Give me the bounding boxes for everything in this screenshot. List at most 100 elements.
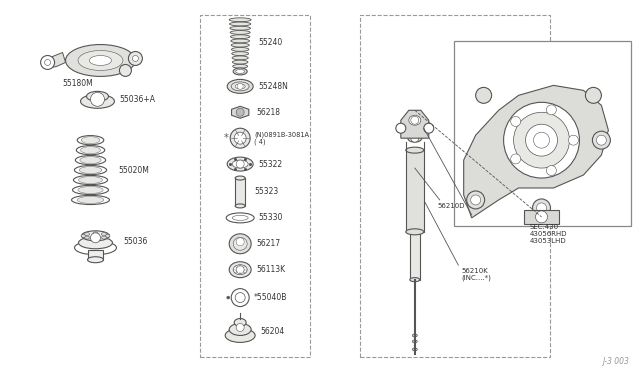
Polygon shape: [401, 110, 429, 138]
Ellipse shape: [77, 135, 104, 145]
Circle shape: [231, 289, 249, 307]
Ellipse shape: [76, 145, 105, 155]
Ellipse shape: [406, 147, 424, 153]
Bar: [406, 150, 424, 232]
Bar: [410, 230, 420, 280]
Circle shape: [513, 112, 570, 168]
Ellipse shape: [226, 213, 254, 223]
Ellipse shape: [230, 31, 250, 34]
Ellipse shape: [235, 84, 245, 89]
Ellipse shape: [227, 79, 253, 93]
Ellipse shape: [232, 160, 248, 168]
Circle shape: [411, 134, 419, 142]
Circle shape: [568, 135, 579, 145]
Ellipse shape: [86, 92, 108, 101]
Polygon shape: [45, 52, 65, 68]
Ellipse shape: [229, 324, 251, 336]
Ellipse shape: [235, 176, 245, 180]
Circle shape: [467, 191, 484, 209]
Circle shape: [547, 105, 556, 115]
Text: 56204: 56204: [260, 327, 284, 336]
Circle shape: [234, 132, 246, 144]
Text: (N)0891B-3081A
( 4): (N)0891B-3081A ( 4): [254, 131, 309, 145]
Ellipse shape: [65, 45, 136, 76]
Ellipse shape: [81, 234, 86, 237]
Ellipse shape: [74, 241, 116, 255]
Text: 55322: 55322: [258, 160, 282, 169]
Circle shape: [120, 64, 131, 76]
Ellipse shape: [84, 236, 90, 239]
Ellipse shape: [412, 334, 417, 337]
Ellipse shape: [79, 167, 102, 174]
Ellipse shape: [84, 232, 90, 235]
Circle shape: [586, 87, 602, 103]
Circle shape: [132, 55, 138, 61]
Circle shape: [525, 124, 557, 156]
Text: 55240: 55240: [258, 38, 282, 47]
Circle shape: [593, 131, 611, 149]
Ellipse shape: [227, 157, 253, 171]
Ellipse shape: [80, 157, 101, 164]
Circle shape: [536, 211, 547, 223]
Text: 55020M: 55020M: [118, 166, 149, 174]
Ellipse shape: [233, 237, 247, 250]
Text: 55248N: 55248N: [258, 82, 288, 91]
Text: 56218: 56218: [256, 108, 280, 117]
Text: 56113K: 56113K: [256, 265, 285, 274]
Ellipse shape: [93, 237, 98, 240]
Circle shape: [40, 55, 54, 70]
Circle shape: [504, 102, 579, 178]
Polygon shape: [232, 106, 249, 118]
Ellipse shape: [229, 262, 251, 278]
Ellipse shape: [229, 18, 251, 22]
Ellipse shape: [410, 228, 420, 232]
Polygon shape: [464, 86, 609, 218]
Ellipse shape: [412, 348, 417, 351]
Ellipse shape: [231, 39, 250, 43]
Bar: [524, 210, 559, 224]
Ellipse shape: [229, 234, 251, 254]
Ellipse shape: [93, 232, 98, 235]
Ellipse shape: [74, 166, 107, 174]
Ellipse shape: [78, 186, 103, 193]
Circle shape: [547, 166, 556, 176]
Ellipse shape: [236, 70, 244, 73]
Text: 56217: 56217: [256, 239, 280, 248]
Ellipse shape: [412, 340, 417, 343]
Text: 55180M: 55180M: [63, 79, 93, 88]
Circle shape: [236, 238, 244, 246]
Ellipse shape: [230, 22, 251, 26]
Ellipse shape: [232, 52, 248, 55]
Text: J-3 003: J-3 003: [602, 357, 629, 366]
Circle shape: [45, 60, 51, 65]
Ellipse shape: [105, 234, 110, 237]
Ellipse shape: [235, 204, 245, 208]
Ellipse shape: [231, 82, 249, 91]
Ellipse shape: [81, 137, 100, 144]
Circle shape: [236, 324, 244, 331]
Circle shape: [236, 266, 244, 274]
Bar: [235, 178, 245, 206]
Bar: [454, 41, 631, 226]
Ellipse shape: [78, 51, 123, 70]
Text: 56210K
(INC....*): 56210K (INC....*): [461, 268, 492, 281]
Circle shape: [90, 233, 100, 243]
Bar: [360, 15, 550, 357]
Ellipse shape: [232, 60, 248, 64]
Ellipse shape: [409, 115, 420, 125]
Circle shape: [411, 116, 419, 124]
Ellipse shape: [81, 231, 109, 241]
Ellipse shape: [225, 328, 255, 342]
Ellipse shape: [88, 257, 104, 263]
Text: *: *: [224, 133, 228, 143]
Ellipse shape: [408, 134, 422, 142]
Circle shape: [470, 195, 481, 205]
Ellipse shape: [77, 196, 104, 203]
Circle shape: [424, 123, 434, 133]
Ellipse shape: [81, 94, 115, 108]
Ellipse shape: [233, 64, 248, 68]
Circle shape: [235, 293, 245, 302]
Text: 55036: 55036: [124, 237, 148, 246]
Ellipse shape: [74, 176, 108, 185]
Circle shape: [476, 87, 492, 103]
